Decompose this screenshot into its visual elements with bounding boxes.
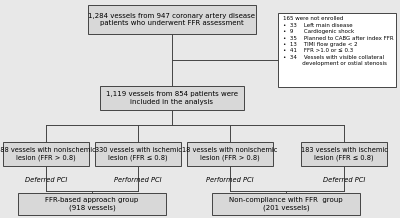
FancyBboxPatch shape: [100, 86, 244, 110]
FancyBboxPatch shape: [212, 193, 360, 215]
Text: 330 vessels with ischemic
lesion (FFR ≤ 0.8): 330 vessels with ischemic lesion (FFR ≤ …: [94, 147, 182, 161]
Text: Deferred PCI: Deferred PCI: [25, 177, 67, 183]
Text: Non-compliance with FFR  group
(201 vessels): Non-compliance with FFR group (201 vesse…: [229, 197, 343, 211]
FancyBboxPatch shape: [301, 142, 387, 166]
FancyBboxPatch shape: [3, 142, 89, 166]
FancyBboxPatch shape: [187, 142, 273, 166]
Text: 165 were not enrolled
•  33    Left main disease
•  9      Cardiogenic shock
•  : 165 were not enrolled • 33 Left main dis…: [283, 16, 394, 66]
Text: 1,284 vessels from 947 coronary artery disease
patients who underwent FFR assess: 1,284 vessels from 947 coronary artery d…: [88, 13, 256, 26]
Text: 183 vessels with ischemic
lesion (FFR ≤ 0.8): 183 vessels with ischemic lesion (FFR ≤ …: [300, 147, 388, 161]
FancyBboxPatch shape: [95, 142, 181, 166]
FancyBboxPatch shape: [88, 5, 256, 34]
Text: FFR-based approach group
(918 vessels): FFR-based approach group (918 vessels): [45, 197, 139, 211]
Text: Performed PCI: Performed PCI: [206, 177, 254, 183]
Text: 588 vessels with nonischemic
lesion (FFR > 0.8): 588 vessels with nonischemic lesion (FFR…: [0, 147, 96, 161]
Text: Performed PCI: Performed PCI: [114, 177, 162, 183]
Text: Deferred PCI: Deferred PCI: [323, 177, 365, 183]
FancyBboxPatch shape: [278, 13, 396, 87]
Text: 1,119 vessels from 854 patients were
included in the analysis: 1,119 vessels from 854 patients were inc…: [106, 91, 238, 105]
Text: 18 vessels with nonischemic
lesion (FFR > 0.8): 18 vessels with nonischemic lesion (FFR …: [182, 147, 278, 161]
FancyBboxPatch shape: [18, 193, 166, 215]
